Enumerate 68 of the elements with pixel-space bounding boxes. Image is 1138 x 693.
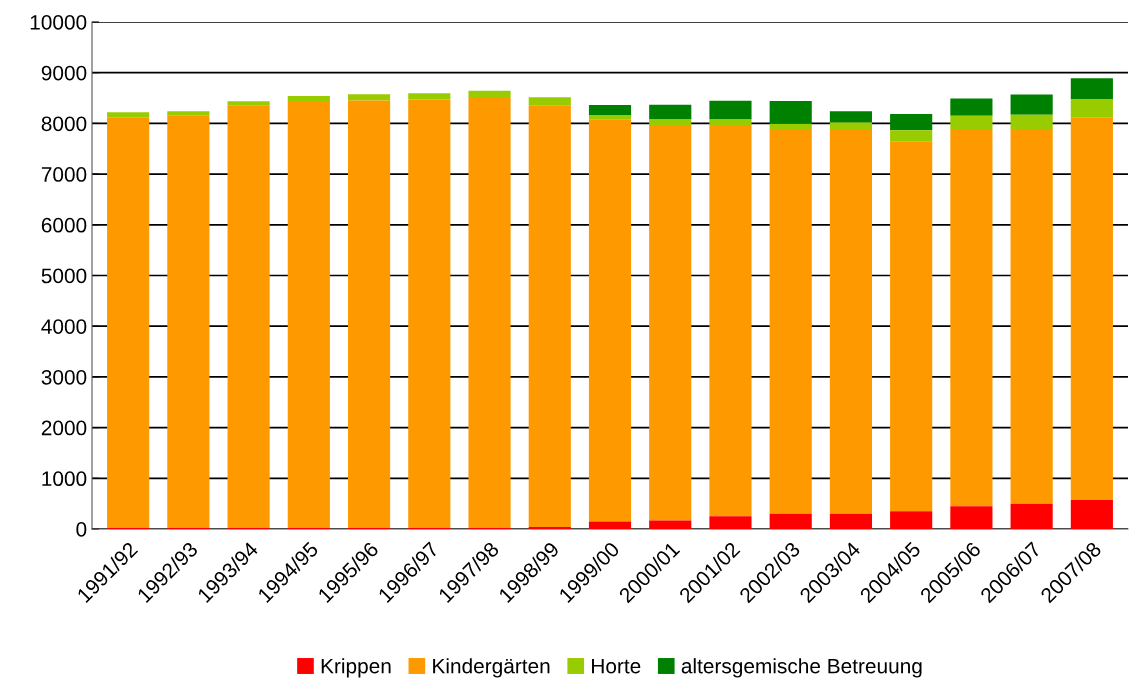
bar — [890, 511, 933, 529]
bar — [950, 115, 993, 130]
bar — [1070, 78, 1113, 100]
bar — [1010, 114, 1053, 130]
y-tick-label: 0 — [76, 522, 87, 537]
legend-label: Kindergärten — [433, 658, 550, 678]
bar — [1010, 129, 1053, 504]
bar — [829, 513, 873, 529]
bar — [528, 526, 571, 529]
legend-label: Horte — [592, 658, 641, 674]
y-tick-label: 2000 — [41, 420, 87, 436]
bar — [1070, 117, 1113, 501]
bar — [829, 129, 873, 514]
bar — [829, 122, 873, 130]
bar — [107, 112, 150, 118]
y-tick-label: 6000 — [41, 217, 87, 233]
bar — [709, 516, 752, 529]
bar — [709, 100, 752, 120]
legend-label: altersgemische Betreuung — [681, 658, 922, 678]
bar — [468, 98, 511, 528]
bar — [1070, 500, 1113, 529]
legend-label: Krippen — [321, 658, 391, 678]
bar — [347, 100, 391, 528]
y-tick-label: 9000 — [41, 65, 87, 81]
y-tick-label: 1000 — [42, 471, 87, 487]
bar — [769, 129, 812, 514]
bar — [1010, 94, 1053, 115]
bar — [287, 102, 330, 528]
y-tick-label: 10000 — [30, 15, 87, 30]
y-tick-label: 8000 — [41, 116, 87, 132]
bar — [107, 117, 150, 528]
bar — [347, 94, 391, 101]
bar — [649, 119, 692, 126]
bar — [769, 513, 812, 529]
bar — [167, 111, 210, 116]
bar — [950, 98, 993, 116]
bar — [1070, 99, 1113, 118]
bar — [468, 90, 511, 99]
bar — [769, 123, 812, 130]
bar — [1010, 503, 1053, 529]
bar — [950, 506, 993, 529]
bar — [709, 125, 752, 517]
y-tick-label: 4000 — [41, 319, 87, 334]
bar — [588, 115, 632, 120]
bar — [227, 105, 270, 528]
bar — [950, 129, 993, 507]
bar — [649, 104, 692, 120]
bar — [649, 520, 692, 529]
bar — [528, 97, 571, 106]
bar — [408, 99, 451, 528]
bar — [649, 125, 692, 521]
y-tick-label: 7000 — [41, 167, 87, 182]
bar — [528, 105, 571, 527]
bar — [829, 111, 873, 123]
bar — [167, 115, 210, 528]
y-tick-label: 5000 — [41, 268, 87, 284]
y-tick-label: 3000 — [41, 369, 87, 385]
bar — [890, 130, 933, 142]
bar — [769, 101, 812, 124]
bar — [588, 119, 632, 522]
bar — [890, 141, 933, 512]
bar — [227, 101, 270, 106]
bar — [408, 93, 451, 100]
bar — [588, 521, 632, 529]
bar — [709, 119, 752, 126]
bar — [287, 96, 330, 103]
bar — [588, 104, 632, 116]
bar — [890, 114, 933, 131]
